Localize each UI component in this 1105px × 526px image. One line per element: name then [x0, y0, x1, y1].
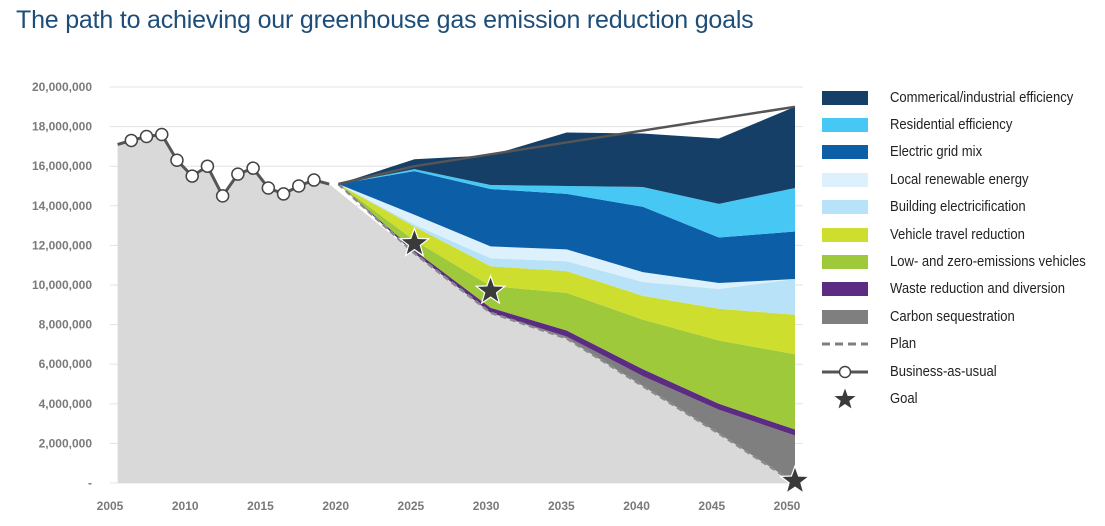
- legend-label: Building electricification: [890, 199, 1026, 216]
- goal-star-icon: [398, 226, 431, 258]
- x-tick-label: 2040: [623, 499, 650, 513]
- bau-point: [231, 167, 245, 181]
- area-commerical-industrial-efficiency: [338, 106, 795, 204]
- legend-swatch: [822, 90, 868, 105]
- bau-point: [185, 169, 199, 183]
- y-tick-label: 12,000,000: [32, 238, 92, 252]
- bau-point: [261, 181, 276, 195]
- bau-point: [215, 189, 230, 203]
- legend-label: Low- and zero-emissions vehicles: [890, 254, 1086, 271]
- y-tick-label: 14,000,000: [32, 199, 92, 213]
- bau-point: [292, 179, 306, 193]
- plan-line: [337, 183, 796, 485]
- bau-point: [139, 129, 154, 144]
- bau-point: [155, 127, 169, 142]
- y-tick-label: 20,000,000: [32, 80, 92, 94]
- area-carbon-sequestration: [338, 184, 795, 483]
- area-electric-grid-mix: [338, 171, 795, 284]
- y-tick-label: 6,000,000: [39, 357, 93, 371]
- y-tick-label: 10,000,000: [32, 278, 92, 292]
- legend-swatch: [822, 362, 868, 382]
- bau-point: [170, 153, 184, 168]
- markers: [124, 127, 811, 495]
- x-tick-label: 2020: [322, 499, 349, 513]
- legend-swatch: [822, 309, 868, 324]
- goal-star-icon: [779, 464, 811, 495]
- y-tick-label: 8,000,000: [39, 318, 93, 332]
- y-tick-label: -: [88, 476, 92, 490]
- x-tick-label: 2025: [398, 499, 425, 513]
- legend-label: Plan: [890, 336, 917, 353]
- legend-item: Carbon sequestration: [822, 303, 1102, 330]
- x-tick-label: 2030: [473, 499, 500, 513]
- y-tick-label: 4,000,000: [39, 397, 93, 411]
- star-icon: [822, 388, 868, 409]
- legend-swatch: [822, 200, 868, 215]
- legend: Commerical/industrial efficiency Resident…: [822, 84, 1102, 413]
- legend-item: Plan: [822, 331, 1102, 358]
- legend-label: Commerical/industrial efficiency: [890, 89, 1074, 106]
- plan-area: [117, 134, 796, 483]
- y-axis: 20,000,000 18,000,000 16,000,000 14,000,000…: [32, 80, 92, 490]
- y-tick-label: 2,000,000: [39, 436, 93, 450]
- legend-item: Commerical/industrial efficiency: [822, 84, 1102, 111]
- legend-label: Local renewable energy: [890, 171, 1029, 188]
- stacked-areas: [117, 106, 796, 483]
- legend-item: Business-as-usual: [822, 358, 1102, 385]
- legend-swatch: [822, 172, 868, 187]
- bau-projection-line: [338, 105, 796, 186]
- area-low-and-zero-emissions-vehicles: [338, 184, 795, 430]
- area-residential-efficiency: [338, 169, 795, 238]
- bau-point: [200, 159, 215, 173]
- legend-label: Vehicle travel reduction: [890, 226, 1025, 243]
- goal-star-icon: [474, 274, 507, 305]
- bau-point: [276, 187, 291, 201]
- legend-item: Building electricification: [822, 194, 1102, 221]
- chart-title: The path to achieving our greenhouse gas…: [16, 6, 754, 34]
- legend-swatch: [822, 282, 868, 297]
- bau-point: [246, 161, 260, 175]
- x-axis: 2005 2010 2015 2020 2025 2030 2035 2040 2045 2050: [97, 499, 801, 513]
- legend-item: Low- and zero-emissions vehicles: [822, 248, 1102, 275]
- x-tick-label: 2015: [247, 499, 274, 513]
- legend-label: Business-as-usual: [890, 363, 997, 380]
- legend-item: Vehicle travel reduction: [822, 221, 1102, 248]
- legend-swatch: [822, 227, 868, 242]
- area-building-electricification: [338, 184, 795, 315]
- x-tick-label: 2010: [172, 499, 199, 513]
- legend-item: Waste reduction and diversion: [822, 276, 1102, 303]
- legend-item: Local renewable energy: [822, 166, 1102, 193]
- y-tick-label: 18,000,000: [32, 120, 92, 134]
- legend-swatch: [822, 145, 868, 160]
- legend-label: Carbon sequestration: [890, 308, 1015, 325]
- x-tick-label: 2045: [698, 499, 725, 513]
- x-tick-label: 2050: [774, 499, 801, 513]
- legend-swatch: [822, 118, 868, 133]
- x-tick-label: 2005: [97, 499, 124, 513]
- legend-swatch: [822, 334, 868, 354]
- legend-label: Electric grid mix: [890, 144, 983, 161]
- bau-point: [307, 173, 321, 187]
- area-vehicle-travel-reduction: [338, 184, 795, 355]
- legend-item: Residential efficiency: [822, 111, 1102, 138]
- y-tick-label: 16,000,000: [32, 159, 92, 173]
- x-tick-label: 2035: [548, 499, 575, 513]
- legend-label: Goal: [890, 390, 918, 407]
- legend-label: Waste reduction and diversion: [890, 281, 1066, 298]
- legend-label: Residential efficiency: [890, 117, 1013, 134]
- legend-item: Goal: [822, 385, 1102, 412]
- bau-point: [124, 133, 139, 148]
- legend-item: Electric grid mix: [822, 139, 1102, 166]
- legend-swatch: [822, 255, 868, 270]
